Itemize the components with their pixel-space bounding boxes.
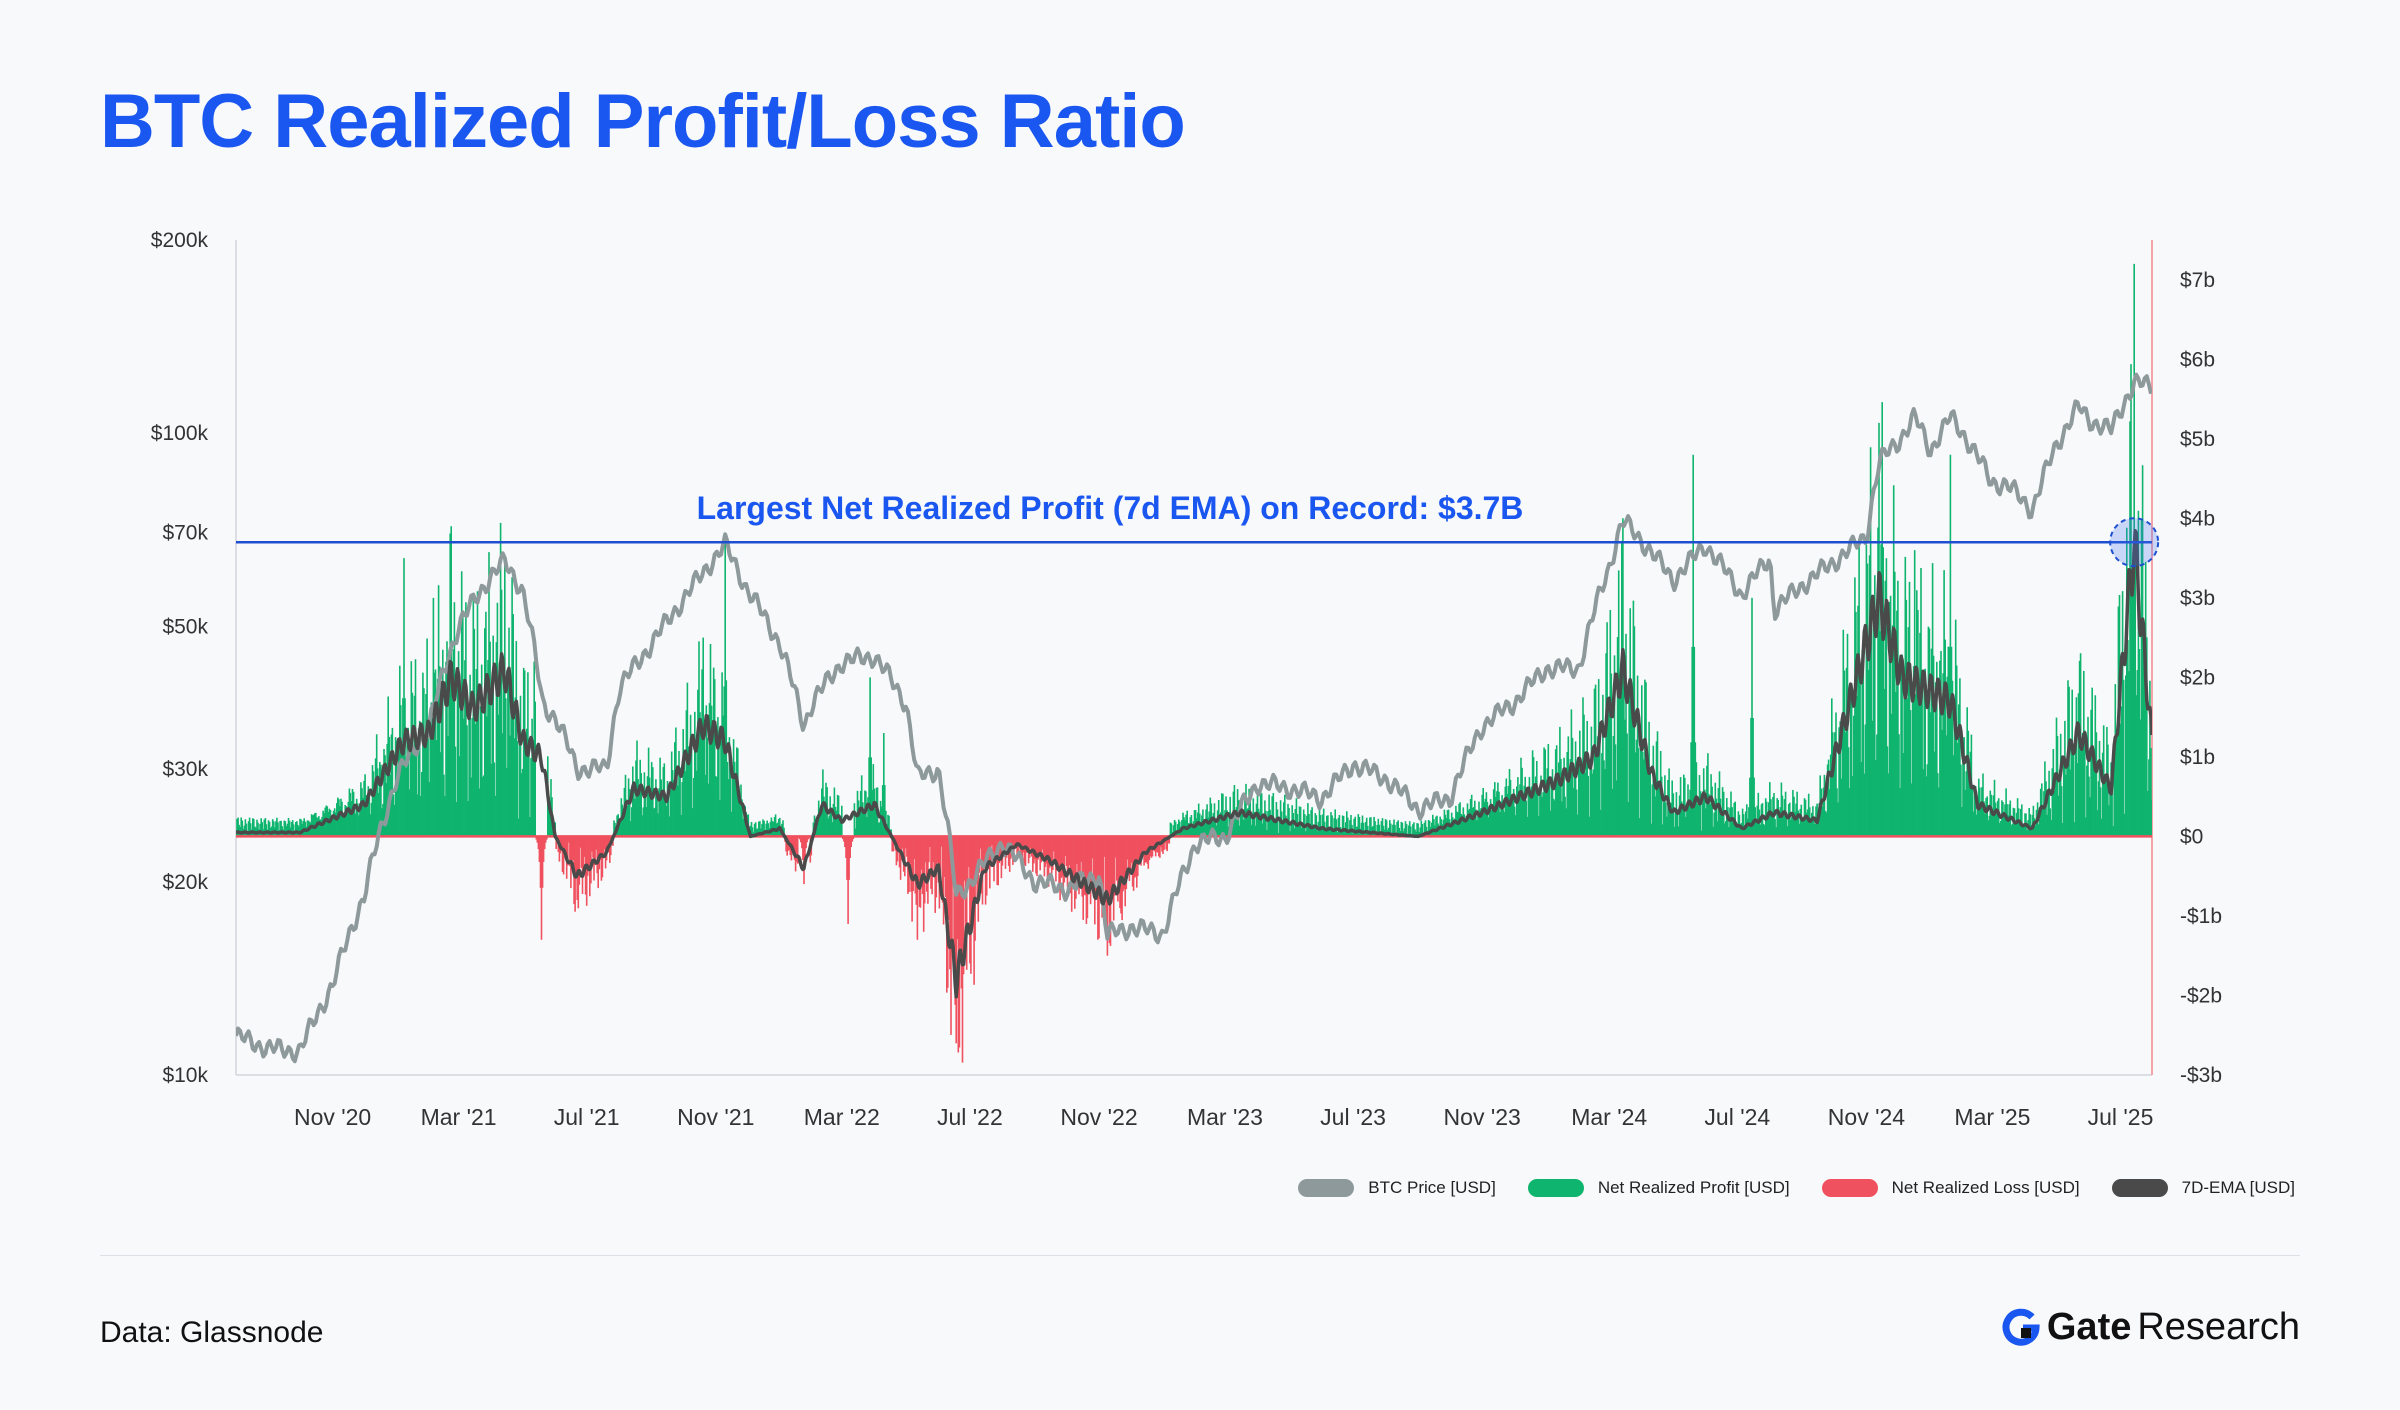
record-annotation: Largest Net Realized Profit (7d EMA) on … — [697, 490, 1524, 526]
footer-divider — [100, 1255, 2300, 1256]
y-right-tick-label: $4b — [2180, 507, 2215, 530]
ema-line — [236, 528, 2152, 999]
legend-item-profit[interactable]: Net Realized Profit [USD] — [1527, 1178, 1790, 1198]
x-tick-label: Jul '22 — [937, 1104, 1003, 1130]
x-tick-label: Jul '21 — [554, 1104, 620, 1130]
legend-label-profit: Net Realized Profit [USD] — [1597, 1178, 1790, 1197]
y-right-tick-label: $6b — [2180, 348, 2215, 371]
y-right-tick-label: $7b — [2180, 269, 2215, 292]
legend-label-loss: Net Realized Loss [USD] — [1891, 1178, 2080, 1197]
y-left-tick-label: $200k — [151, 229, 209, 252]
x-tick-label: Nov '22 — [1060, 1104, 1137, 1130]
data-source: Data: Glassnode — [100, 1316, 324, 1349]
x-tick-label: Mar '23 — [1187, 1104, 1263, 1130]
y-right-tick-label: $0 — [2180, 825, 2203, 848]
chart-title: BTC Realized Profit/Loss Ratio — [100, 79, 1186, 164]
record-marker — [2109, 517, 2160, 568]
legend-item-price[interactable]: BTC Price [USD] — [1298, 1178, 1496, 1198]
legend-swatch-loss — [1821, 1179, 1878, 1197]
legend-label-ema: 7D-EMA [USD] — [2181, 1178, 2295, 1197]
legend-swatch-profit — [1527, 1179, 1584, 1197]
y-right-tick-label: $1b — [2180, 746, 2215, 769]
x-tick-label: Jul '25 — [2088, 1104, 2154, 1130]
legend-item-ema[interactable]: 7D-EMA [USD] — [2111, 1178, 2295, 1198]
x-tick-label: Mar '22 — [804, 1104, 880, 1130]
y-left-tick-label: $50k — [162, 615, 208, 638]
y-right-tick-label: $3b — [2180, 587, 2215, 610]
btc-price-line — [236, 372, 2152, 1064]
y-right-tick-label: -$2b — [2180, 984, 2222, 1007]
x-tick-label: Mar '24 — [1571, 1104, 1647, 1130]
y-right-tick-label: -$1b — [2180, 905, 2222, 928]
x-tick-label: Nov '23 — [1444, 1104, 1521, 1130]
series-lines — [236, 372, 2152, 1064]
x-tick-label: Jul '24 — [1704, 1104, 1770, 1130]
legend-item-loss[interactable]: Net Realized Loss [USD] — [1821, 1178, 2080, 1198]
y-left-tick-label: $30k — [162, 758, 208, 781]
axes: $10k $20k $30k $50k $70k $100k $200k -$3b -$2b -$… — [151, 229, 2222, 1130]
x-tick-label: Nov '21 — [677, 1104, 754, 1130]
x-tick-label: Jul '23 — [1320, 1104, 1386, 1130]
brand-logo: Gate Research — [2001, 1306, 2300, 1349]
plot-background — [236, 240, 2152, 1075]
x-tick-label: Nov '24 — [1828, 1104, 1905, 1130]
y-left-tick-label: $20k — [162, 871, 208, 894]
legend-swatch-price — [1298, 1179, 1355, 1197]
x-tick-label: Nov '20 — [294, 1104, 371, 1130]
legend-label-price: BTC Price [USD] — [1368, 1178, 1496, 1197]
legend: BTC Price [USD] Net Realized Profit [USD… — [1298, 1178, 2295, 1198]
y-right-tick-label: -$3b — [2180, 1064, 2222, 1087]
annotation-layer: Largest Net Realized Profit (7d EMA) on … — [236, 490, 2160, 568]
y-left-tick-label: $70k — [162, 522, 208, 545]
x-tick-label: Mar '21 — [421, 1104, 497, 1130]
brand-name: Gate — [2046, 1306, 2132, 1348]
y-right-tick-label: $2b — [2180, 666, 2215, 689]
brand-suffix: Research — [2137, 1306, 2300, 1348]
x-tick-label: Mar '25 — [1954, 1104, 2030, 1130]
y-left-tick-label: $100k — [151, 422, 209, 445]
legend-swatch-ema — [2111, 1179, 2168, 1197]
y-left-tick-label: $10k — [162, 1064, 208, 1087]
y-right-tick-label: $5b — [2180, 428, 2215, 451]
gate-icon — [2002, 1308, 2040, 1346]
